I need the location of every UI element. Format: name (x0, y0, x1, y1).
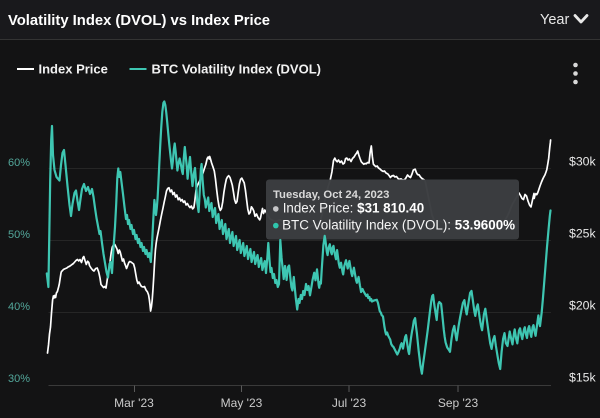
svg-text:50%: 50% (8, 229, 30, 241)
svg-text:Sep '23: Sep '23 (438, 396, 479, 410)
svg-text:Index Price: Index Price (39, 62, 108, 77)
svg-text:BTC Volatility Index (DVOL): BTC Volatility Index (DVOL) (152, 62, 322, 77)
svg-text:$15k: $15k (569, 371, 597, 385)
svg-text:$20k: $20k (569, 299, 597, 313)
svg-text:60%: 60% (8, 157, 30, 169)
svg-text:Jul '23: Jul '23 (332, 396, 367, 410)
svg-text:30%: 30% (8, 373, 30, 385)
svg-text:May '23: May '23 (221, 396, 263, 410)
svg-text:40%: 40% (8, 301, 30, 313)
svg-text:Mar '23: Mar '23 (114, 396, 154, 410)
svg-text:$30k: $30k (569, 155, 597, 169)
svg-text:$25k: $25k (569, 227, 597, 241)
svg-text:Index Price: $31 810.40: Index Price: $31 810.40 (283, 201, 424, 216)
svg-text:Volatility Index (DVOL) vs Ind: Volatility Index (DVOL) vs Index Price (8, 13, 270, 29)
svg-text:Year: Year (540, 12, 569, 28)
svg-text:BTC Volatility Index (DVOL): 5: BTC Volatility Index (DVOL): 53.9600% (282, 218, 515, 233)
svg-text:Tuesday, Oct 24, 2023: Tuesday, Oct 24, 2023 (273, 189, 389, 201)
